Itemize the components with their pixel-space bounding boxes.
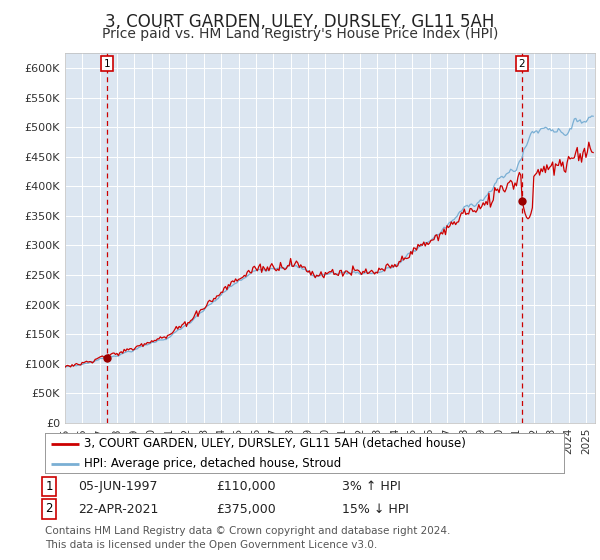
Text: 3% ↑ HPI: 3% ↑ HPI bbox=[342, 480, 401, 493]
Text: 2: 2 bbox=[518, 59, 525, 69]
Text: 3, COURT GARDEN, ULEY, DURSLEY, GL11 5AH: 3, COURT GARDEN, ULEY, DURSLEY, GL11 5AH bbox=[106, 13, 494, 31]
Text: 2: 2 bbox=[46, 502, 53, 515]
Text: 3, COURT GARDEN, ULEY, DURSLEY, GL11 5AH (detached house): 3, COURT GARDEN, ULEY, DURSLEY, GL11 5AH… bbox=[84, 437, 466, 450]
Text: £375,000: £375,000 bbox=[216, 503, 276, 516]
Text: 15% ↓ HPI: 15% ↓ HPI bbox=[342, 503, 409, 516]
Text: 05-JUN-1997: 05-JUN-1997 bbox=[78, 480, 157, 493]
Text: 1: 1 bbox=[46, 480, 53, 493]
Text: Contains HM Land Registry data © Crown copyright and database right 2024.
This d: Contains HM Land Registry data © Crown c… bbox=[45, 526, 451, 549]
Text: £110,000: £110,000 bbox=[216, 480, 275, 493]
Text: Price paid vs. HM Land Registry's House Price Index (HPI): Price paid vs. HM Land Registry's House … bbox=[102, 27, 498, 41]
Text: HPI: Average price, detached house, Stroud: HPI: Average price, detached house, Stro… bbox=[84, 458, 341, 470]
Text: 22-APR-2021: 22-APR-2021 bbox=[78, 503, 158, 516]
Text: 1: 1 bbox=[104, 59, 110, 69]
